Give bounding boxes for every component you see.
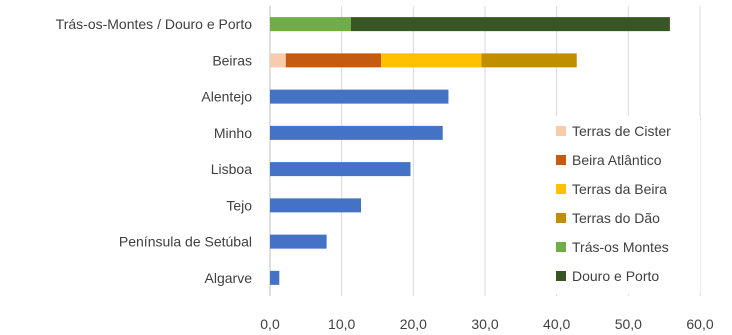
x-tick-label: 40,0 bbox=[543, 316, 570, 332]
legend-label: Terras de Cister bbox=[572, 123, 671, 139]
legend-label: Terras do Dão bbox=[572, 210, 660, 226]
x-tick-label: 60,0 bbox=[686, 316, 713, 332]
category-label: Lisboa bbox=[211, 161, 252, 177]
x-tick-label: 30,0 bbox=[471, 316, 498, 332]
legend-swatch bbox=[556, 213, 566, 223]
legend-swatch bbox=[556, 155, 566, 165]
bar-segment bbox=[270, 89, 449, 104]
legend-swatch bbox=[556, 242, 566, 252]
legend-label: Terras da Beira bbox=[572, 181, 667, 197]
bar-segment bbox=[270, 162, 411, 177]
category-label: Tejo bbox=[226, 197, 252, 213]
bar-segment bbox=[481, 53, 577, 68]
x-tick-labels: 0,0 10,0 20,0 30,0 40,0 50,0 60,0 bbox=[260, 316, 714, 332]
bar-segment bbox=[270, 53, 286, 68]
bars bbox=[270, 17, 670, 285]
category-label: Trás-os-Montes / Douro e Porto bbox=[56, 16, 253, 32]
legend-label: Beira Atlântico bbox=[572, 152, 662, 168]
legend-swatch bbox=[556, 126, 566, 136]
legend-box bbox=[548, 116, 700, 294]
bar-segment bbox=[270, 234, 327, 249]
legend: Terras de Cister Beira Atlântico Terras da… bbox=[548, 116, 700, 294]
bar-segment bbox=[350, 17, 670, 32]
x-tick-label: 0,0 bbox=[260, 316, 280, 332]
legend-swatch bbox=[556, 184, 566, 194]
legend-label: Trás-os Montes bbox=[572, 239, 669, 255]
bar-segment bbox=[270, 198, 362, 213]
category-labels: Trás-os-Montes / Douro e Porto Beiras Alen… bbox=[56, 16, 253, 286]
category-label: Minho bbox=[214, 125, 252, 141]
bar-segment bbox=[270, 17, 351, 32]
category-label: Península de Setúbal bbox=[119, 234, 252, 250]
bar-segment bbox=[270, 270, 280, 285]
x-tick-label: 50,0 bbox=[615, 316, 642, 332]
category-label: Beiras bbox=[212, 52, 252, 68]
category-label: Algarve bbox=[205, 270, 253, 286]
category-label: Alentejo bbox=[201, 89, 252, 105]
bar-segment bbox=[285, 53, 382, 68]
legend-label: Douro e Porto bbox=[572, 268, 659, 284]
legend-swatch bbox=[556, 271, 566, 281]
bar-segment bbox=[270, 125, 443, 140]
x-tick-label: 10,0 bbox=[328, 316, 355, 332]
bar-segment bbox=[381, 53, 482, 68]
x-tick-label: 20,0 bbox=[400, 316, 427, 332]
